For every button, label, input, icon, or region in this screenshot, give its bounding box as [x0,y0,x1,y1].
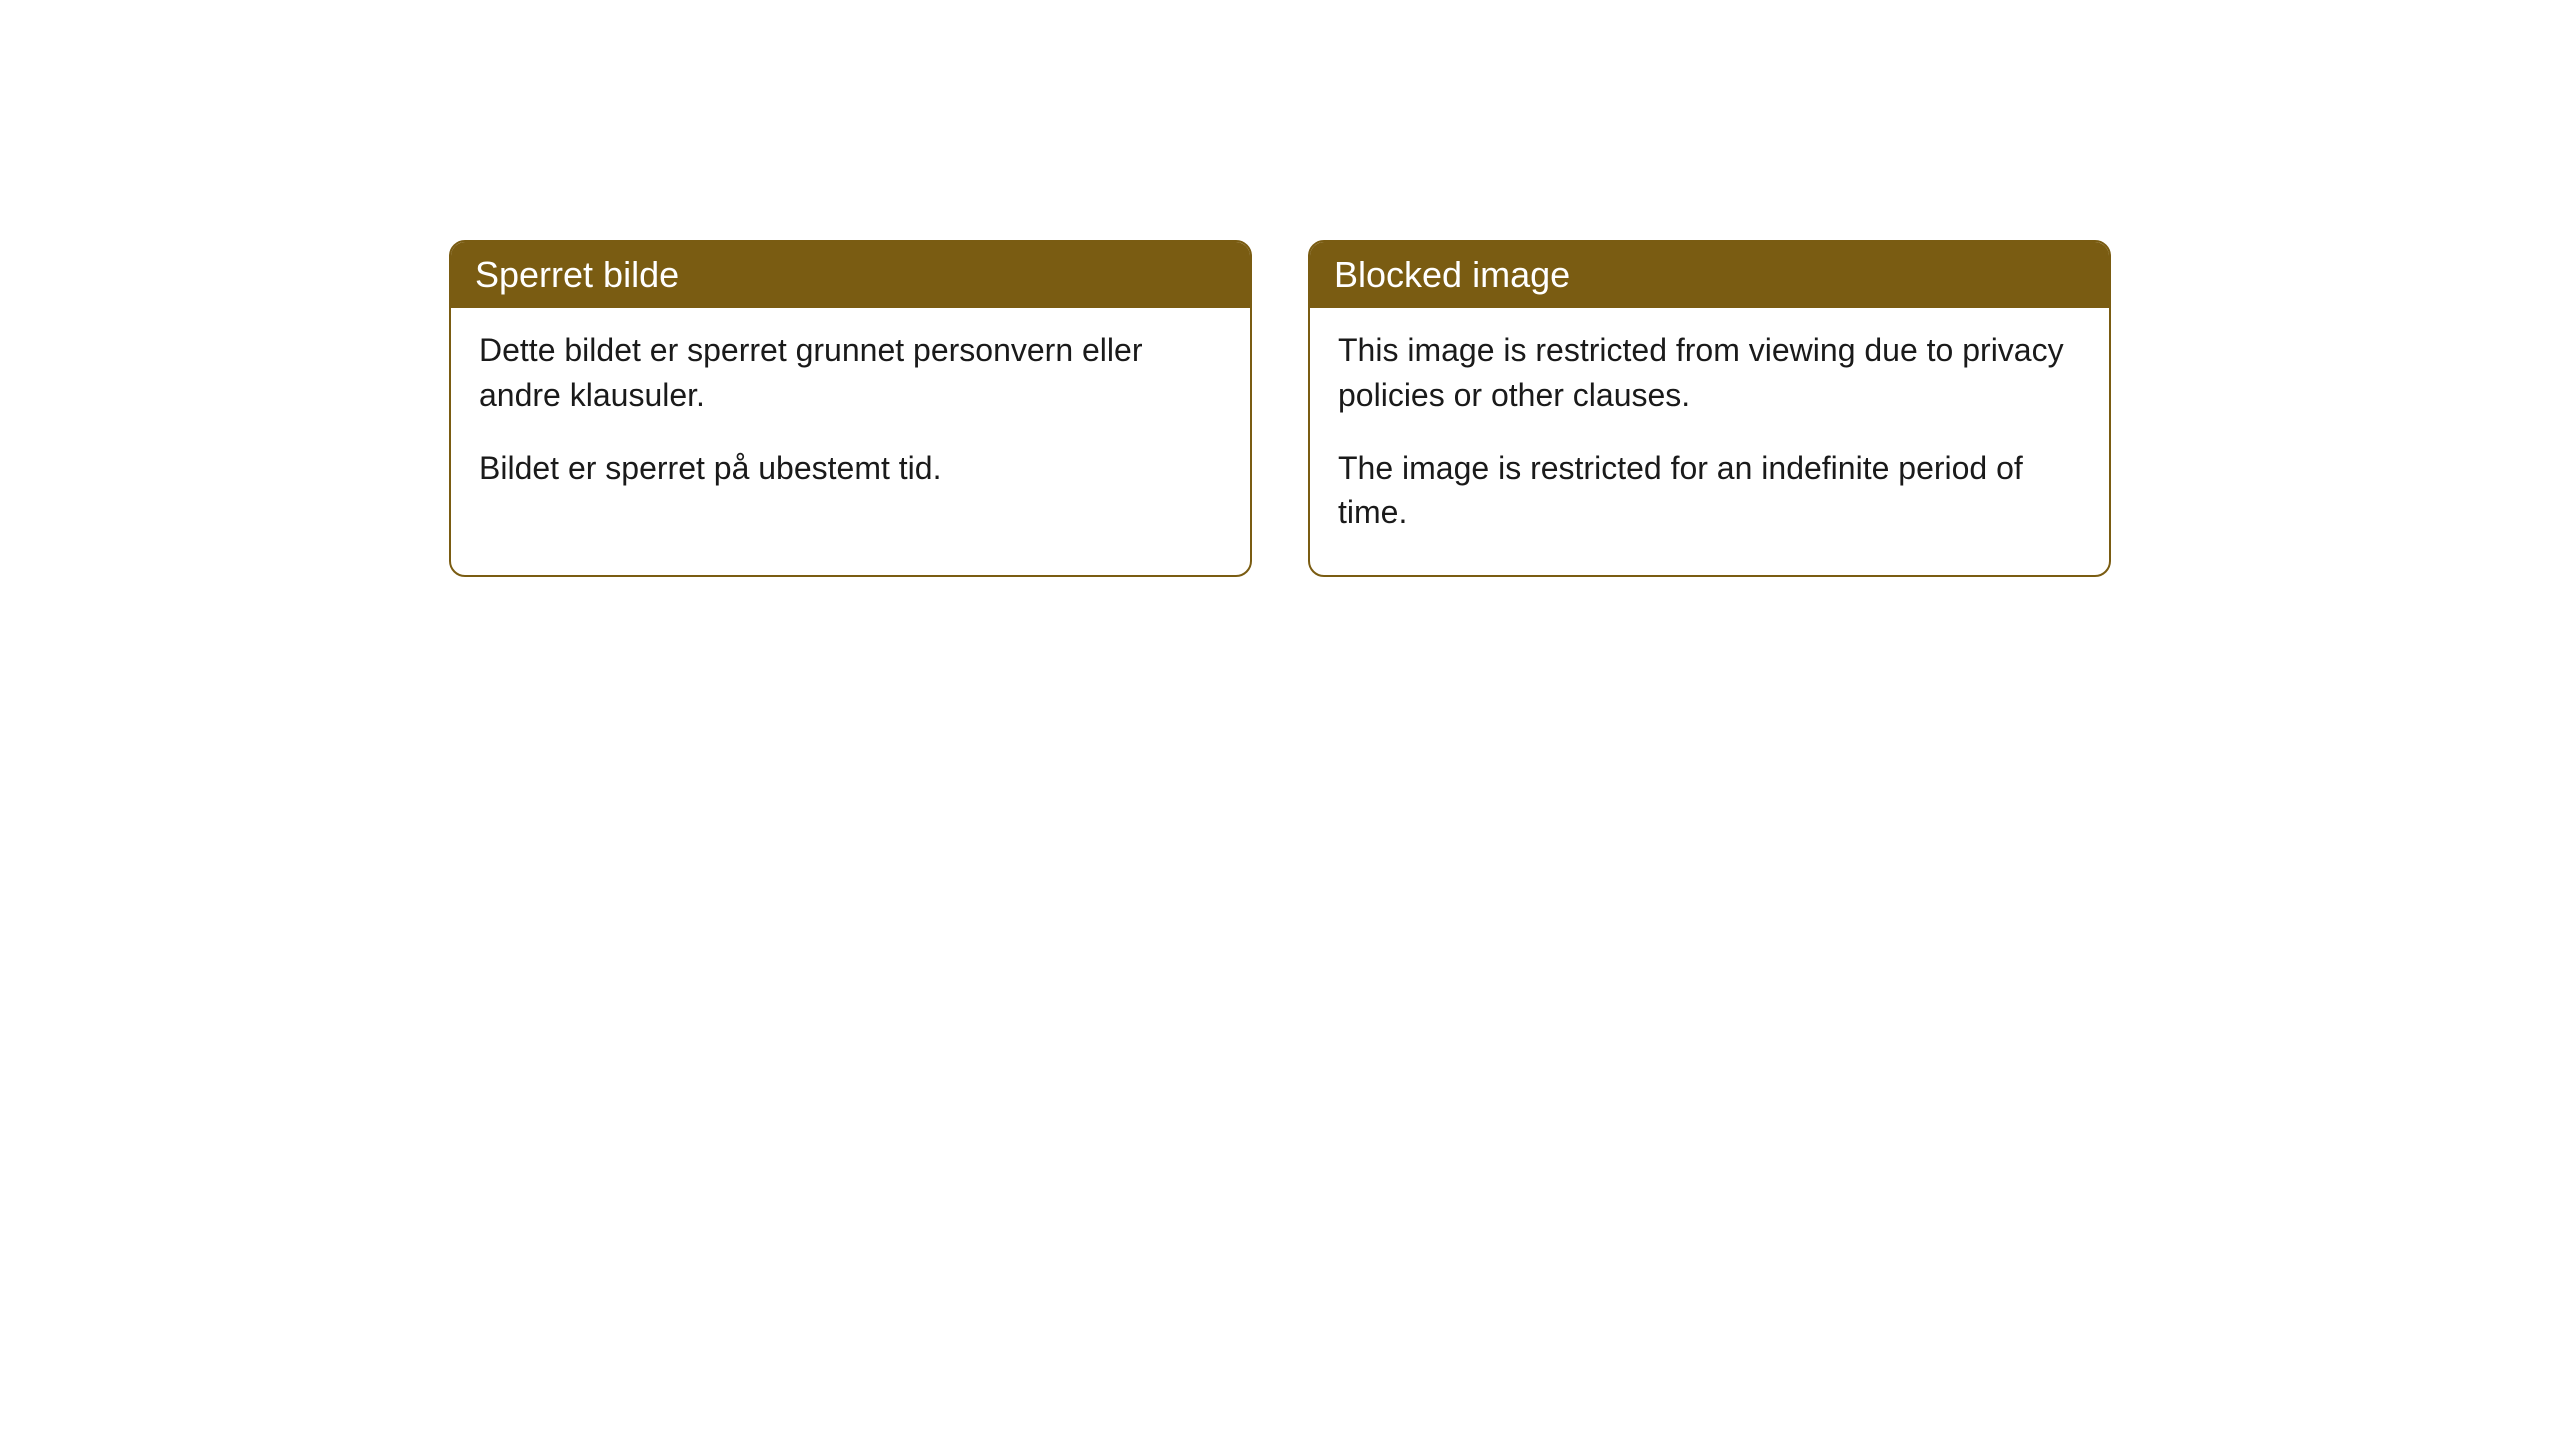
blocked-image-card-no: Sperret bilde Dette bildet er sperret gr… [449,240,1252,577]
card-body-en: This image is restricted from viewing du… [1310,308,2109,575]
card-body-no: Dette bildet er sperret grunnet personve… [451,308,1250,530]
card-paragraph-2-no: Bildet er sperret på ubestemt tid. [479,446,1222,491]
card-paragraph-2-en: The image is restricted for an indefinit… [1338,446,2081,536]
card-paragraph-1-en: This image is restricted from viewing du… [1338,328,2081,418]
notice-cards-container: Sperret bilde Dette bildet er sperret gr… [449,240,2111,577]
card-header-no: Sperret bilde [451,242,1250,308]
card-paragraph-1-no: Dette bildet er sperret grunnet personve… [479,328,1222,418]
blocked-image-card-en: Blocked image This image is restricted f… [1308,240,2111,577]
card-header-en: Blocked image [1310,242,2109,308]
